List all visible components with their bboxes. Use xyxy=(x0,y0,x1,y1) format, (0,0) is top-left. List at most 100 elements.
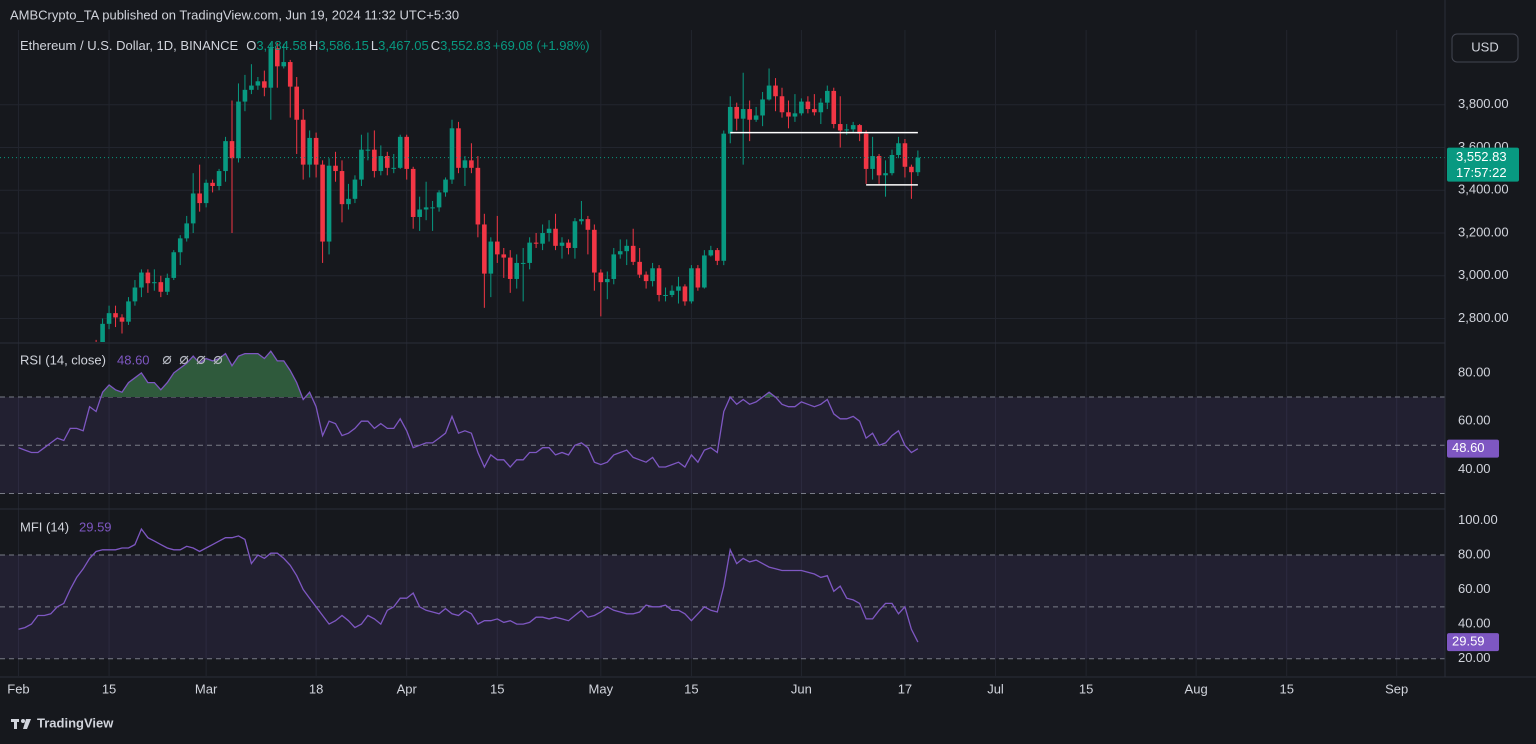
candle-body xyxy=(604,278,610,283)
candle-body xyxy=(268,48,274,88)
candle-body xyxy=(870,156,875,169)
last-value-box xyxy=(1447,633,1499,652)
x-tick-label: 17 xyxy=(898,681,912,696)
candle-body xyxy=(546,228,552,234)
y-tick-label: 100.00 xyxy=(1458,512,1498,527)
candle-body xyxy=(158,282,164,292)
y-tick-label: 3,800.00 xyxy=(1458,96,1509,111)
candle-body xyxy=(365,149,371,151)
candle-body xyxy=(902,143,908,167)
x-tick-label: Mar xyxy=(195,681,218,696)
candle-body xyxy=(896,143,901,156)
y-tick-label: 40.00 xyxy=(1458,461,1491,476)
candle-body xyxy=(216,171,222,186)
candle-body xyxy=(404,136,410,169)
candle-body xyxy=(346,198,351,205)
publish-header: AMBCrypto_TA published on TradingView.co… xyxy=(10,7,459,22)
candle-body xyxy=(637,261,642,275)
candle-body xyxy=(695,268,701,288)
x-tick-label: 15 xyxy=(1279,681,1293,696)
candle-body xyxy=(863,133,869,169)
ohlc-legend: H xyxy=(309,38,318,53)
ohlc-legend: 3,467.05 xyxy=(378,38,429,53)
y-tick-label: 3,400.00 xyxy=(1458,182,1509,197)
candle-body xyxy=(721,133,727,261)
candle-body xyxy=(100,323,105,342)
candle-body xyxy=(579,219,584,222)
candle-body xyxy=(488,241,494,274)
candle-body xyxy=(339,171,345,205)
candle-body xyxy=(818,102,824,113)
candle-body xyxy=(462,160,468,168)
candle-body xyxy=(520,262,526,264)
mfi-value: 29.59 xyxy=(79,519,112,534)
candle-body xyxy=(177,238,183,253)
candle-body xyxy=(786,112,791,117)
last-price-label: 3,552.83 xyxy=(1456,149,1507,164)
ohlc-legend: L xyxy=(371,38,378,53)
rsi-title: RSI (14, close) xyxy=(20,352,106,367)
countdown-label: 17:57:22 xyxy=(1456,165,1507,180)
currency-button[interactable] xyxy=(1451,33,1519,63)
x-tick-label: Feb xyxy=(7,681,29,696)
candle-body xyxy=(359,149,364,180)
candle-body xyxy=(262,81,267,88)
candle-body xyxy=(850,125,856,130)
candle-body xyxy=(566,242,571,248)
ohlc-legend: C xyxy=(431,38,440,53)
candle-body xyxy=(624,245,630,252)
y-tick-label: 80.00 xyxy=(1458,546,1491,561)
candle-body xyxy=(391,167,397,169)
candle-body xyxy=(171,252,177,278)
candle-body xyxy=(320,164,325,242)
candle-body xyxy=(287,62,293,87)
candle-body xyxy=(352,179,358,199)
candle-body xyxy=(378,156,384,172)
candle-body xyxy=(734,106,740,119)
ohlc-legend: 3,484.58 xyxy=(256,38,307,53)
candle-body xyxy=(592,229,597,273)
candle-body xyxy=(773,85,778,97)
last-price-box xyxy=(1447,147,1519,182)
candle-body xyxy=(333,165,338,172)
y-tick-label: 3,000.00 xyxy=(1458,267,1509,282)
candle-body xyxy=(126,301,131,322)
candle-body xyxy=(152,282,157,284)
candle-body xyxy=(313,137,319,165)
candle-body xyxy=(676,286,681,291)
candle-body xyxy=(844,129,850,131)
candles xyxy=(95,42,921,342)
candle-body xyxy=(223,141,228,172)
candle-body xyxy=(417,209,422,217)
candle-body xyxy=(663,294,668,296)
candle-body xyxy=(106,313,112,324)
x-tick-label: Sep xyxy=(1385,681,1408,696)
candle-body xyxy=(540,233,545,244)
candle-body xyxy=(598,272,604,283)
candle-body xyxy=(779,96,785,113)
candle-body xyxy=(255,81,261,86)
last-value-box xyxy=(1447,439,1499,458)
candle-body xyxy=(139,272,144,288)
candle-body xyxy=(430,207,435,209)
candle-body xyxy=(533,242,539,244)
candle-body xyxy=(617,251,623,255)
plots xyxy=(0,42,1445,643)
candle-body xyxy=(883,173,888,176)
last-value-label: 29.59 xyxy=(1452,634,1485,649)
candle-body xyxy=(831,90,837,125)
candle-body xyxy=(753,115,759,120)
candle-body xyxy=(229,141,235,159)
currency-label[interactable]: USD xyxy=(1471,39,1498,54)
candle-body xyxy=(766,85,772,100)
candle-body xyxy=(507,257,513,279)
candle-body xyxy=(184,223,190,239)
candle-body xyxy=(203,182,209,204)
x-tick-label: 15 xyxy=(490,681,504,696)
ohlc-legend: O xyxy=(246,38,256,53)
x-tick-label: 15 xyxy=(1079,681,1093,696)
x-tick-label: Aug xyxy=(1185,681,1208,696)
candle-body xyxy=(585,219,591,230)
candle-body xyxy=(747,109,752,120)
